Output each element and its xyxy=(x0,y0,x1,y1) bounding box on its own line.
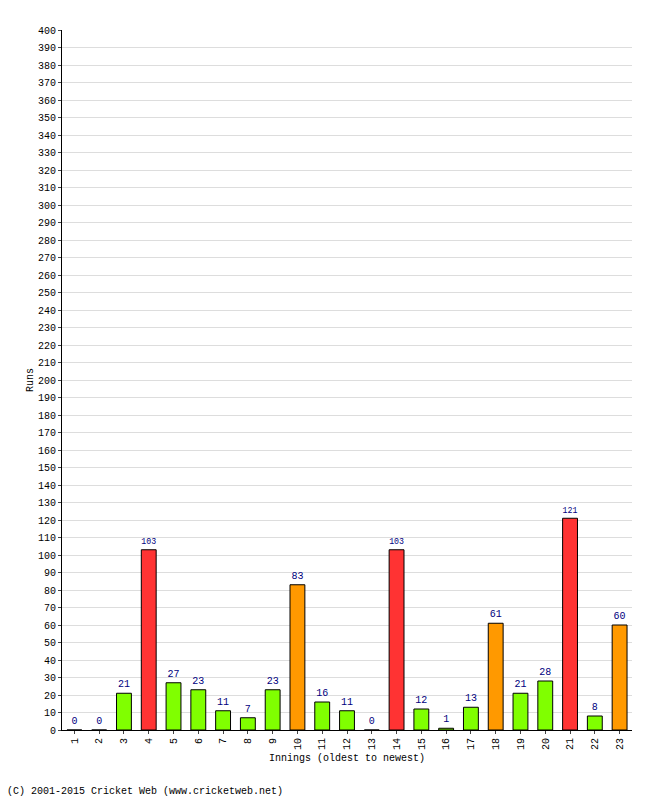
svg-text:290: 290 xyxy=(38,218,56,229)
svg-text:7: 7 xyxy=(245,704,251,715)
svg-text:230: 230 xyxy=(38,323,56,334)
svg-text:13: 13 xyxy=(465,693,477,704)
svg-text:4: 4 xyxy=(144,738,155,744)
svg-text:180: 180 xyxy=(38,411,56,422)
svg-text:50: 50 xyxy=(44,638,56,649)
svg-text:12: 12 xyxy=(415,695,427,706)
svg-text:22: 22 xyxy=(590,738,601,750)
svg-text:100: 100 xyxy=(38,551,56,562)
svg-text:40: 40 xyxy=(44,656,56,667)
svg-text:250: 250 xyxy=(38,288,56,299)
svg-text:380: 380 xyxy=(38,61,56,72)
svg-text:360: 360 xyxy=(38,96,56,107)
svg-text:103: 103 xyxy=(389,537,404,546)
svg-text:80: 80 xyxy=(44,586,56,597)
svg-text:12: 12 xyxy=(342,738,353,750)
svg-text:10: 10 xyxy=(44,708,56,719)
svg-text:11: 11 xyxy=(341,697,353,708)
svg-text:0: 0 xyxy=(96,716,102,727)
svg-text:23: 23 xyxy=(615,738,626,750)
svg-text:170: 170 xyxy=(38,428,56,439)
svg-text:0: 0 xyxy=(50,726,56,737)
svg-text:390: 390 xyxy=(38,43,56,54)
svg-text:260: 260 xyxy=(38,271,56,282)
svg-text:15: 15 xyxy=(417,738,428,750)
svg-text:320: 320 xyxy=(38,166,56,177)
svg-text:0: 0 xyxy=(71,716,77,727)
svg-text:21: 21 xyxy=(118,679,130,690)
svg-text:0: 0 xyxy=(369,716,375,727)
svg-text:20: 20 xyxy=(541,738,552,750)
svg-text:1: 1 xyxy=(70,738,81,744)
svg-text:60: 60 xyxy=(614,611,626,622)
svg-text:23: 23 xyxy=(192,676,204,687)
svg-text:121: 121 xyxy=(563,506,578,515)
svg-text:280: 280 xyxy=(38,236,56,247)
svg-text:190: 190 xyxy=(38,393,56,404)
svg-text:60: 60 xyxy=(44,621,56,632)
svg-text:310: 310 xyxy=(38,183,56,194)
svg-text:70: 70 xyxy=(44,603,56,614)
svg-text:17: 17 xyxy=(466,738,477,750)
svg-text:350: 350 xyxy=(38,113,56,124)
svg-text:Runs: Runs xyxy=(25,368,36,392)
svg-text:Innings (oldest to newest): Innings (oldest to newest) xyxy=(269,753,425,764)
svg-text:16: 16 xyxy=(441,738,452,750)
svg-text:11: 11 xyxy=(317,738,328,750)
svg-text:330: 330 xyxy=(38,148,56,159)
svg-text:8: 8 xyxy=(243,738,254,744)
svg-text:150: 150 xyxy=(38,463,56,474)
svg-text:9: 9 xyxy=(268,738,279,744)
svg-text:90: 90 xyxy=(44,568,56,579)
svg-text:5: 5 xyxy=(169,738,180,744)
svg-text:10: 10 xyxy=(293,738,304,750)
svg-text:19: 19 xyxy=(516,738,527,750)
svg-text:6: 6 xyxy=(194,738,205,744)
svg-text:30: 30 xyxy=(44,673,56,684)
svg-text:340: 340 xyxy=(38,131,56,142)
svg-text:210: 210 xyxy=(38,358,56,369)
svg-text:11: 11 xyxy=(217,697,229,708)
svg-text:8: 8 xyxy=(592,702,598,713)
svg-text:2: 2 xyxy=(94,738,105,744)
svg-text:18: 18 xyxy=(491,738,502,750)
svg-text:21: 21 xyxy=(514,679,526,690)
svg-text:240: 240 xyxy=(38,306,56,317)
svg-text:300: 300 xyxy=(38,201,56,212)
svg-text:27: 27 xyxy=(168,669,180,680)
svg-text:370: 370 xyxy=(38,78,56,89)
svg-text:400: 400 xyxy=(38,26,56,37)
svg-text:1: 1 xyxy=(443,714,449,725)
svg-text:110: 110 xyxy=(38,533,56,544)
svg-text:61: 61 xyxy=(490,609,502,620)
svg-text:200: 200 xyxy=(38,376,56,387)
svg-text:103: 103 xyxy=(141,537,156,546)
svg-text:14: 14 xyxy=(392,738,403,750)
svg-text:120: 120 xyxy=(38,516,56,527)
svg-text:83: 83 xyxy=(291,571,303,582)
svg-text:3: 3 xyxy=(119,738,130,744)
svg-text:23: 23 xyxy=(267,676,279,687)
svg-text:20: 20 xyxy=(44,691,56,702)
svg-text:220: 220 xyxy=(38,341,56,352)
svg-text:28: 28 xyxy=(539,667,551,678)
svg-text:130: 130 xyxy=(38,498,56,509)
svg-text:21: 21 xyxy=(565,738,576,750)
svg-text:16: 16 xyxy=(316,688,328,699)
svg-text:13: 13 xyxy=(367,738,378,750)
svg-text:(C) 2001-2015 Cricket Web (www: (C) 2001-2015 Cricket Web (www.cricketwe… xyxy=(7,786,283,797)
svg-text:7: 7 xyxy=(218,738,229,744)
svg-text:160: 160 xyxy=(38,446,56,457)
svg-text:270: 270 xyxy=(38,253,56,264)
svg-text:140: 140 xyxy=(38,481,56,492)
